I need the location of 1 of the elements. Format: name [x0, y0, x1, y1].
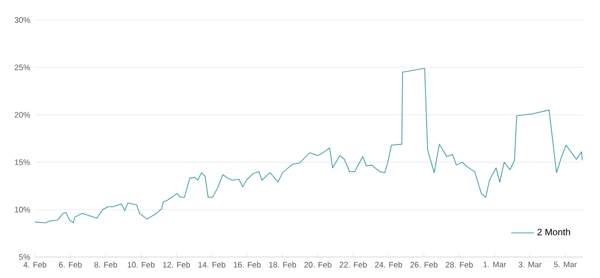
legend-label: 2 Month	[537, 228, 570, 236]
